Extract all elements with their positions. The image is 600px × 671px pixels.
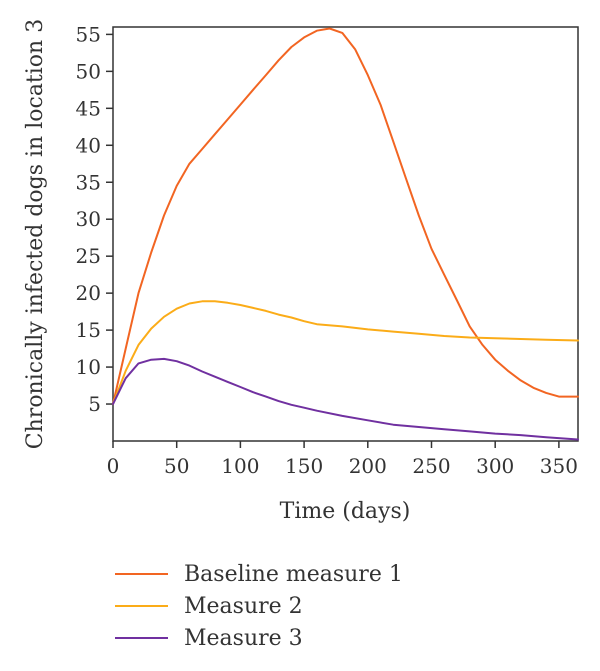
x-tick-label: 150 — [285, 454, 323, 478]
x-axis-title: Time (days) — [280, 499, 411, 524]
y-tick-label: 5 — [88, 392, 101, 416]
y-tick-label: 20 — [76, 281, 101, 305]
y-tick-label: 15 — [76, 318, 101, 342]
x-tick-label: 100 — [221, 454, 259, 478]
legend-label-3: Measure 3 — [184, 626, 303, 651]
plot-frame — [112, 26, 579, 442]
series-line-2 — [112, 300, 579, 405]
x-tick-label: 350 — [540, 454, 578, 478]
y-tick-label: 25 — [76, 244, 101, 268]
y-tick-label: 55 — [76, 22, 101, 46]
x-tick-label: 250 — [412, 454, 450, 478]
series-lines — [112, 27, 579, 441]
y-tick-label: 10 — [76, 355, 101, 379]
x-axis: 0 50 100 150 200 250 300 350 — [107, 441, 578, 478]
y-tick-label: 40 — [76, 133, 101, 157]
x-tick-label: 50 — [164, 454, 189, 478]
y-tick-label: 35 — [76, 170, 101, 194]
x-tick-label: 300 — [476, 454, 514, 478]
legend-label-1: Baseline measure 1 — [184, 562, 403, 587]
x-tick-label: 0 — [107, 454, 120, 478]
y-axis-title: Chronically infected dogs in location 3 — [23, 19, 48, 449]
y-tick-label: 45 — [76, 96, 101, 120]
legend-label-2: Measure 2 — [184, 594, 303, 619]
y-tick-label: 30 — [76, 207, 101, 231]
y-axis: 5 10 15 20 25 30 35 40 45 50 55 — [76, 22, 113, 416]
series-line-1 — [112, 27, 579, 405]
x-tick-label: 200 — [349, 454, 387, 478]
series-line-3 — [112, 357, 579, 441]
y-tick-label: 50 — [76, 59, 101, 83]
legend: Baseline measure 1 Measure 2 Measure 3 — [115, 562, 403, 651]
